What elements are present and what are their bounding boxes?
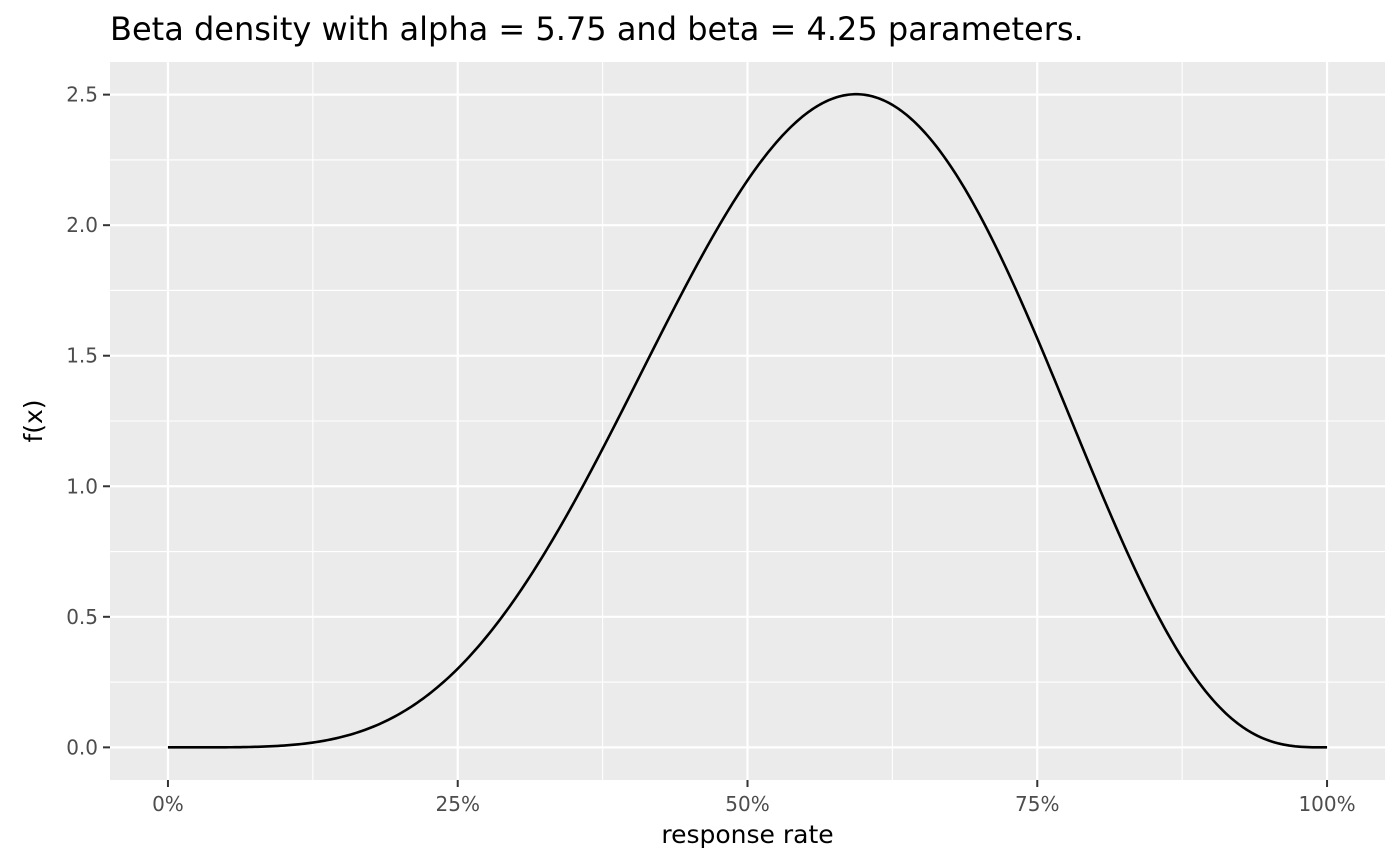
- x-tick-label: 100%: [1298, 792, 1355, 816]
- x-tick-label: 0%: [152, 792, 184, 816]
- x-axis-title: response rate: [661, 820, 833, 849]
- major-gridlines: [110, 62, 1385, 780]
- y-axis: 0.0 0.5 1.0 1.5 2.0 2.5: [66, 83, 110, 759]
- x-tick-label: 50%: [725, 792, 769, 816]
- y-tick-label: 1.5: [66, 344, 98, 368]
- x-tick-label: 75%: [1015, 792, 1059, 816]
- y-tick-label: 2.0: [66, 213, 98, 237]
- chart-title: Beta density with alpha = 5.75 and beta …: [110, 10, 1084, 48]
- y-tick-label: 0.5: [66, 605, 98, 629]
- y-tick-label: 2.5: [66, 83, 98, 107]
- x-axis: 0% 25% 50% 75% 100%: [152, 780, 1356, 816]
- y-tick-label: 0.0: [66, 735, 98, 759]
- y-tick-label: 1.0: [66, 474, 98, 498]
- density-series: [167, 92, 1328, 749]
- y-axis-title: f(x): [19, 399, 48, 442]
- x-tick-label: 25%: [436, 792, 480, 816]
- density-line: [167, 92, 1328, 749]
